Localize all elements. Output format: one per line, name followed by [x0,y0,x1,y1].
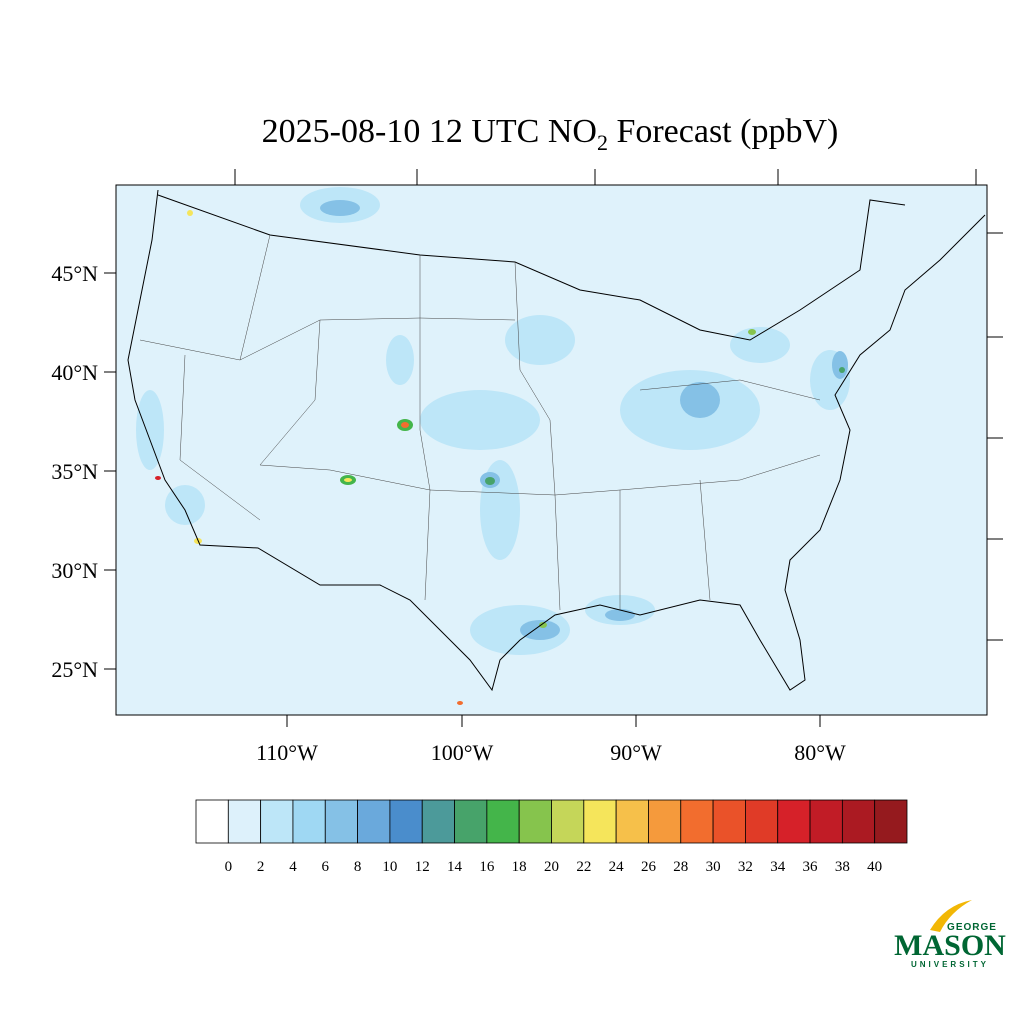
lat-label: 45°N [51,261,98,286]
colorbar-label: 34 [770,859,786,875]
lat-label: 25°N [51,657,98,682]
map-frame [115,184,988,716]
colorbar-label: 36 [803,859,819,875]
colorbar-label: 40 [867,859,882,875]
colorbar-swatch [745,799,779,844]
colorbar-label: 16 [479,859,495,875]
title: 2025-08-10 12 UTC NO2 Forecast (ppbV) [262,113,839,155]
colorbar-swatch [389,799,423,844]
logo-top: GEORGE [947,922,997,933]
colorbar-swatch [841,799,876,844]
logo-main: MASON [894,929,1006,962]
colorbar-swatch [260,799,294,844]
colorbar-swatch [809,799,843,844]
lon-label: 110°W [256,740,318,765]
axes: 45°N 40°N 35°N 30°N 25°N 110°W 100°W 90°W 80°W [51,169,1003,765]
colorbar-label: 32 [738,859,753,875]
colorbar-label: 0 [225,859,233,875]
logo-swoosh [930,900,972,932]
colorbar-swatch [357,799,391,844]
lon-label: 100°W [431,740,494,765]
colorbar-swatch [551,799,585,844]
colorbar-label: 26 [641,859,657,875]
logo: GEORGE MASON UNIVERSITY [894,900,1006,969]
colorbar-label: 14 [447,859,463,875]
colorbar-label: 8 [354,859,362,875]
title-subscript: 2 [597,130,608,155]
colorbar-swatch [518,799,552,844]
colorbar-label: 4 [289,859,297,875]
colorbar-swatch [324,799,358,844]
map [115,184,988,716]
colorbar-swatch [648,799,682,844]
colorbar-swatch [712,799,746,844]
colorbar-label: 24 [609,859,625,875]
colorbar-label: 38 [835,859,850,875]
colorbar-swatch [454,799,488,844]
colorbar-swatch [777,799,811,844]
colorbar-label: 10 [382,859,397,875]
title-text: Forecast (ppbV) [608,113,838,150]
colorbar-swatch [292,799,326,844]
coastline [127,189,986,692]
hotspots [155,210,845,705]
colorbar-label: 12 [415,859,430,875]
colorbar: 0 2 4 6 8 10 12 14 16 18 20 22 24 26 28 30 32 34 36 38 40 [195,799,908,875]
colorbar-label: 2 [257,859,265,875]
state-lines [139,234,821,611]
colorbar-label: 6 [322,859,330,875]
colorbar-label: 20 [544,859,559,875]
colorbar-swatch [195,799,229,844]
lat-label: 40°N [51,360,98,385]
colorbar-swatch [615,799,649,844]
colorbar-swatch [874,799,908,844]
lon-label: 80°W [794,740,846,765]
colorbar-swatch [227,799,262,844]
colorbar-swatch [583,799,617,844]
colorbar-swatch [680,799,714,844]
colorbar-swatch [486,799,520,844]
colorbar-label: 22 [576,859,591,875]
logo-bottom: UNIVERSITY [911,960,989,969]
lon-label: 90°W [610,740,662,765]
lat-label: 30°N [51,558,98,583]
title-text: 2025-08-10 12 UTC NO [262,113,597,150]
colorbar-label: 18 [512,859,527,875]
colorbar-label: 28 [673,859,688,875]
colorbar-swatch [421,799,455,844]
colorbar-label: 30 [706,859,721,875]
lat-label: 35°N [51,459,98,484]
